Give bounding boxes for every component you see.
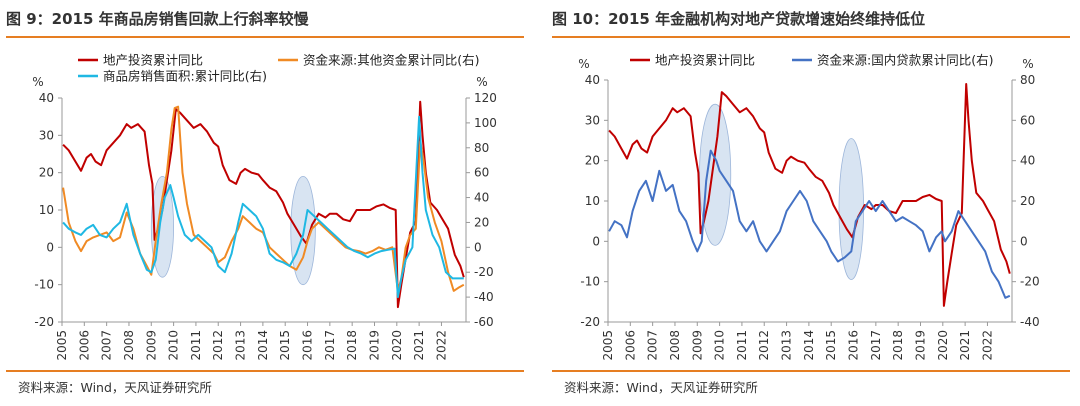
y-right-tick-label: 0 xyxy=(1020,234,1028,248)
y-left-unit-label: % xyxy=(32,75,43,89)
y-right-tick-label: 20 xyxy=(1020,194,1035,208)
highlight-ellipse xyxy=(699,103,732,246)
y-right-tick-label: 0 xyxy=(474,240,482,254)
x-tick-label: 2016 xyxy=(847,330,861,361)
series-line xyxy=(608,149,1011,299)
footer-rule xyxy=(6,370,524,372)
y-left-tick-label: -10 xyxy=(34,278,54,292)
title-rule xyxy=(552,36,1070,38)
x-tick-label: 2011 xyxy=(189,330,203,361)
y-right-tick-label: 60 xyxy=(1020,113,1035,127)
y-right-tick-label: 40 xyxy=(474,191,489,205)
x-tick-label: 2018 xyxy=(345,330,359,361)
series-line xyxy=(608,83,1011,307)
y-right-tick-label: 80 xyxy=(1020,73,1035,87)
x-tick-label: 2021 xyxy=(412,330,426,361)
legend-label: 资金来源:国内贷款累计同比(右) xyxy=(817,53,993,68)
x-tick-label: 2006 xyxy=(623,330,637,361)
x-tick-label: 2014 xyxy=(256,330,270,361)
y-right-tick-label: -40 xyxy=(1020,315,1040,329)
y-right-tick-label: 40 xyxy=(1020,154,1035,168)
title-rule xyxy=(6,36,524,38)
x-tick-label: 2007 xyxy=(100,330,114,361)
x-tick-label: 2011 xyxy=(735,330,749,361)
y-left-tick-label: -20 xyxy=(580,315,600,329)
y-left-tick-label: 0 xyxy=(592,234,600,248)
x-tick-label: 2008 xyxy=(668,330,682,361)
source-note: 资料来源：Wind，天风证券研究所 xyxy=(564,380,758,395)
y-left-unit-label: % xyxy=(578,57,589,71)
series-line xyxy=(62,105,465,292)
y-right-tick-label: -20 xyxy=(1020,275,1040,289)
x-tick-label: 2018 xyxy=(891,330,905,361)
y-left-tick-label: -20 xyxy=(34,315,54,329)
x-tick-label: 2015 xyxy=(824,330,838,361)
x-tick-label: 2006 xyxy=(77,330,91,361)
x-tick-label: 2013 xyxy=(234,330,248,361)
y-left-tick-label: -10 xyxy=(580,275,600,289)
y-left-tick-label: 20 xyxy=(39,166,54,180)
chart-title: 图 10：2015 年金融机构对地产贷款增速始终维持低位 xyxy=(552,10,926,28)
x-tick-label: 2017 xyxy=(869,330,883,361)
y-right-tick-label: 80 xyxy=(474,141,489,155)
series-line xyxy=(62,115,464,299)
y-right-tick-label: -40 xyxy=(474,290,494,304)
legend-label: 地产投资累计同比 xyxy=(103,53,203,68)
x-tick-label: 2005 xyxy=(601,330,615,361)
x-tick-label: 2016 xyxy=(301,330,315,361)
x-tick-label: 2012 xyxy=(757,330,771,361)
x-tick-label: 2017 xyxy=(323,330,337,361)
x-tick-label: 2010 xyxy=(713,330,727,361)
x-tick-label: 2019 xyxy=(913,330,927,361)
x-tick-label: 2005 xyxy=(55,330,69,361)
x-tick-label: 2020 xyxy=(936,330,950,361)
x-tick-label: 2019 xyxy=(367,330,381,361)
figure-10-panel: 图 10：2015 年金融机构对地产贷款增速始终维持低位 40 30 20 10 0 -1… xyxy=(552,0,1072,406)
y-left-tick-label: 20 xyxy=(585,154,600,168)
chart-9-plot: 403020100-10-20120100806040200-20-40-60%… xyxy=(32,53,497,361)
y-left-tick-label: 40 xyxy=(39,91,54,105)
legend-label: 地产投资累计同比 xyxy=(655,53,755,68)
figure-9-panel: 图 9：2015 年商品房销售回款上行斜率较慢 40 30 20 10 0 -10 -20 1… xyxy=(6,0,526,406)
source-note: 资料来源：Wind，天风证券研究所 xyxy=(18,380,212,395)
x-tick-label: 2021 xyxy=(958,330,972,361)
footer-rule xyxy=(552,370,1070,372)
legend-label: 商品房销售面积:累计同比(右) xyxy=(103,69,267,84)
y-right-tick-label: 100 xyxy=(474,116,497,130)
x-tick-label: 2022 xyxy=(980,330,994,361)
legend-label: 资金来源:其他资金累计同比(右) xyxy=(303,53,479,68)
y-right-unit-label: % xyxy=(1022,57,1033,71)
y-left-tick-label: 40 xyxy=(585,73,600,87)
series-line xyxy=(62,100,465,309)
x-tick-label: 2013 xyxy=(780,330,794,361)
x-tick-label: 2009 xyxy=(690,330,704,361)
x-tick-label: 2009 xyxy=(144,330,158,361)
x-tick-label: 2008 xyxy=(122,330,136,361)
x-tick-label: 2015 xyxy=(278,330,292,361)
x-tick-label: 2012 xyxy=(211,330,225,361)
y-right-tick-label: 120 xyxy=(474,91,497,105)
chart-title: 图 9：2015 年商品房销售回款上行斜率较慢 xyxy=(6,10,309,28)
y-left-tick-label: 10 xyxy=(39,203,54,217)
x-tick-label: 2014 xyxy=(802,330,816,361)
y-right-tick-label: -60 xyxy=(474,315,494,329)
y-right-tick-label: 60 xyxy=(474,166,489,180)
y-right-tick-label: 20 xyxy=(474,215,489,229)
x-tick-label: 2022 xyxy=(434,330,448,361)
x-tick-label: 2007 xyxy=(646,330,660,361)
y-left-tick-label: 0 xyxy=(46,240,54,254)
y-right-unit-label: % xyxy=(476,75,487,89)
x-tick-label: 2020 xyxy=(390,330,404,361)
y-left-tick-label: 30 xyxy=(39,128,54,142)
y-right-tick-label: -20 xyxy=(474,265,494,279)
x-tick-label: 2010 xyxy=(167,330,181,361)
y-left-tick-label: 30 xyxy=(585,113,600,127)
y-left-tick-label: 10 xyxy=(585,194,600,208)
